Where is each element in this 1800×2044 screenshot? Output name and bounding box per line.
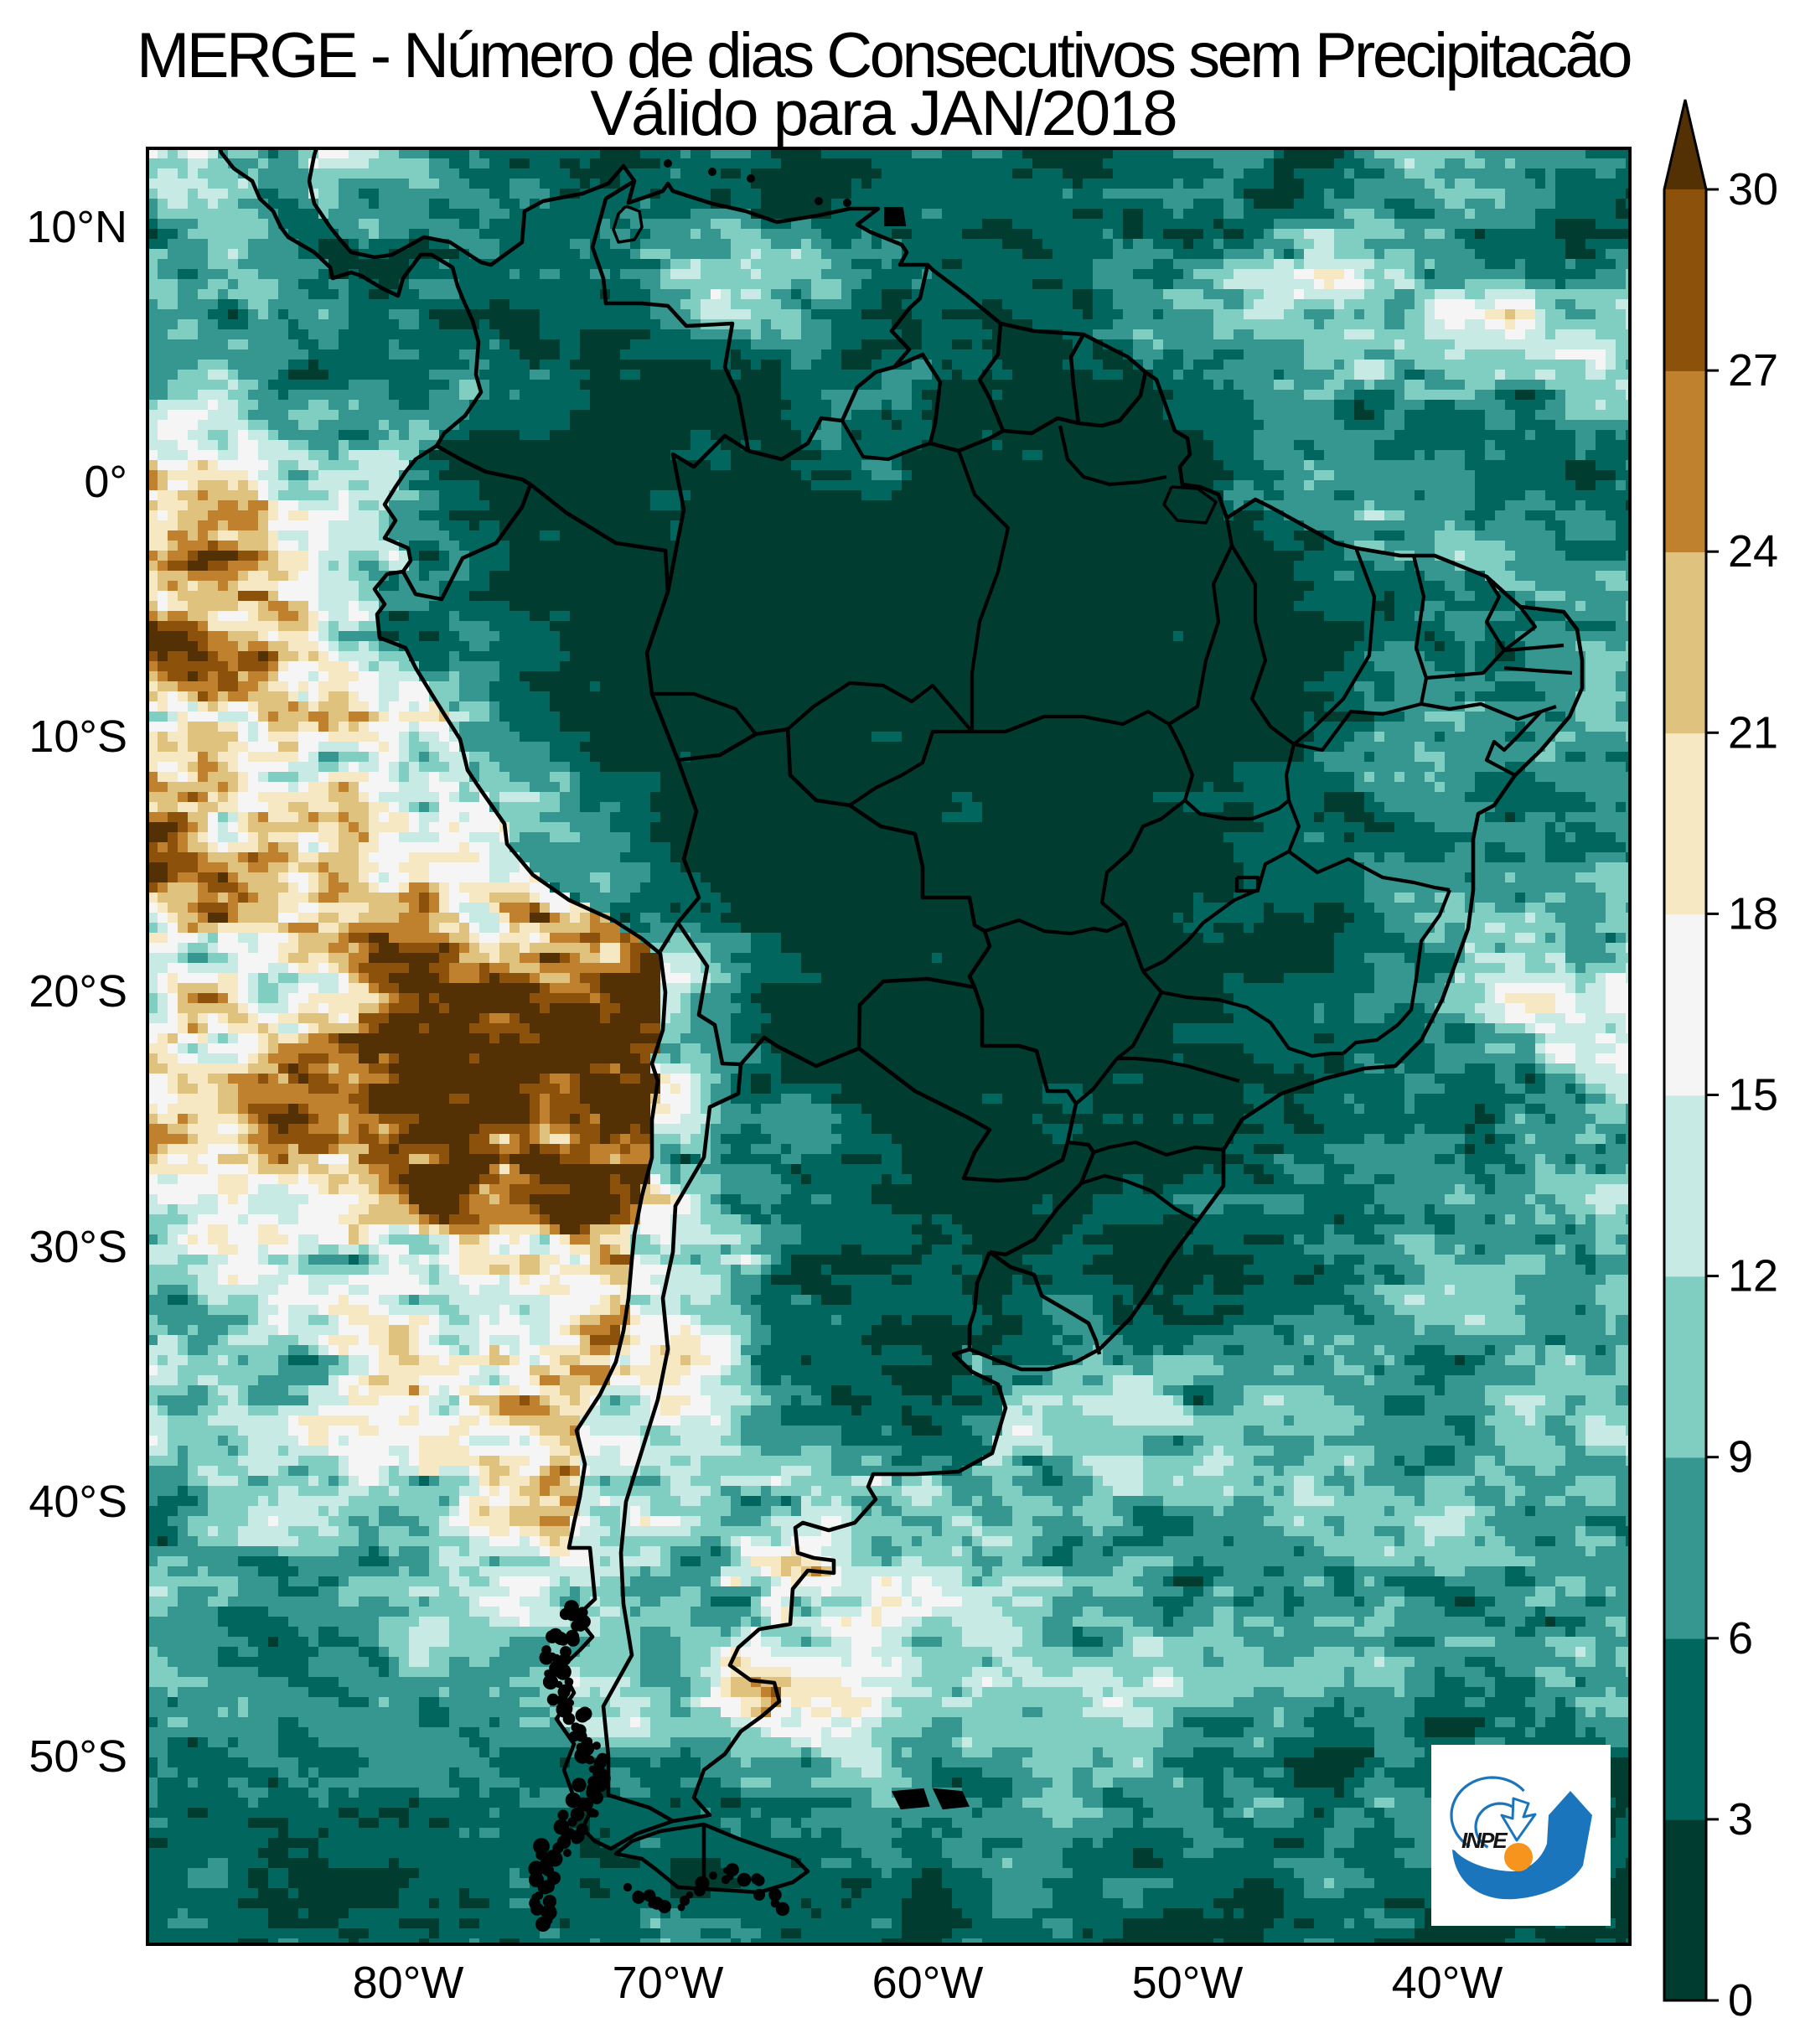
svg-text:9: 9 xyxy=(1728,1432,1753,1483)
svg-text:20°S: 20°S xyxy=(28,966,127,1017)
svg-text:40°S: 40°S xyxy=(28,1477,127,1527)
svg-text:18: 18 xyxy=(1728,888,1778,939)
svg-text:24: 24 xyxy=(1728,526,1778,577)
svg-text:21: 21 xyxy=(1728,707,1778,758)
svg-text:30: 30 xyxy=(1728,164,1778,215)
svg-text:INPE: INPE xyxy=(1461,1828,1508,1853)
svg-text:40°W: 40°W xyxy=(1392,1958,1503,2008)
svg-text:Válido para JAN/2018: Válido para JAN/2018 xyxy=(590,78,1176,149)
svg-text:0°: 0° xyxy=(84,457,127,507)
svg-text:12: 12 xyxy=(1728,1251,1778,1301)
svg-text:60°W: 60°W xyxy=(872,1958,984,2008)
svg-text:3: 3 xyxy=(1728,1794,1753,1845)
svg-text:6: 6 xyxy=(1728,1613,1753,1664)
svg-text:0: 0 xyxy=(1728,1975,1753,2026)
svg-text:MERGE - Número de dias Consecu: MERGE - Número de dias Consecutivos sem … xyxy=(137,20,1631,91)
svg-text:10°N: 10°N xyxy=(26,202,127,252)
svg-text:70°W: 70°W xyxy=(613,1958,724,2008)
svg-text:10°S: 10°S xyxy=(28,712,127,762)
svg-text:30°S: 30°S xyxy=(28,1222,127,1272)
svg-text:50°S: 50°S xyxy=(28,1731,127,1782)
svg-text:50°W: 50°W xyxy=(1132,1958,1244,2008)
svg-text:27: 27 xyxy=(1728,345,1778,396)
svg-text:15: 15 xyxy=(1728,1070,1778,1120)
svg-text:80°W: 80°W xyxy=(353,1958,464,2008)
